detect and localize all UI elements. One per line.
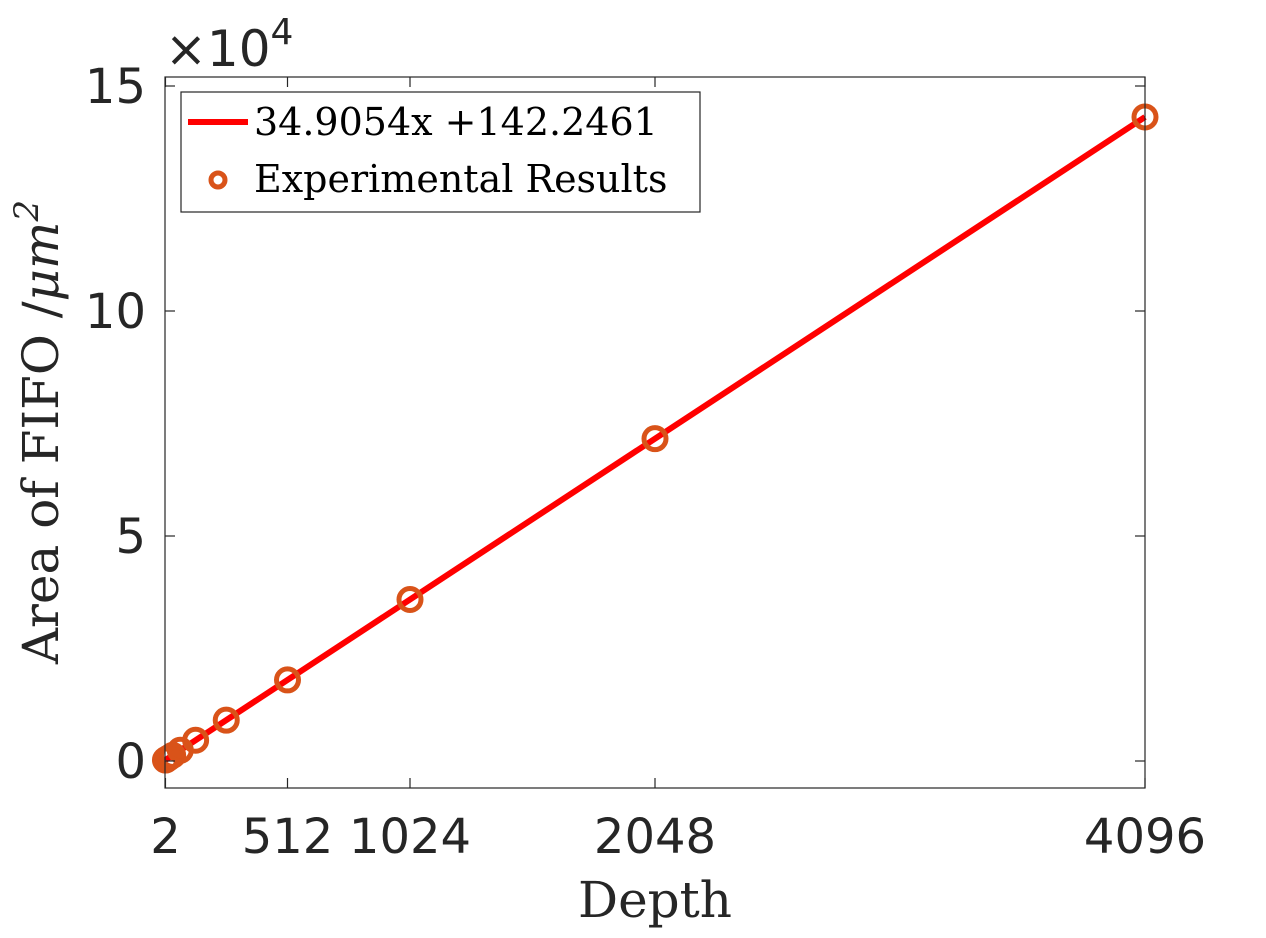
- y-axis-title: Area of FIFO /μm2: [7, 200, 70, 665]
- data-point: [182, 726, 210, 754]
- fit-line: [163, 114, 1147, 763]
- legend-label-fit: 34.9054x +142.2461: [254, 100, 658, 144]
- x-tick-label: 4096: [1084, 809, 1206, 865]
- x-tick-label: 1024: [349, 809, 471, 865]
- data-point: [396, 586, 424, 614]
- legend-label-experimental: Experimental Results: [254, 157, 667, 201]
- legend: 34.9054x +142.2461 Experimental Results: [180, 91, 701, 213]
- y-exponent-label: ×104: [165, 12, 293, 78]
- y-tick-label: 0: [115, 734, 146, 790]
- y-tick-label: 10: [85, 284, 146, 340]
- y-tick-label: 15: [85, 59, 146, 115]
- labels-layer: 2 512 1024 2048 4096 0 5 10 15: [85, 59, 1206, 865]
- data-point: [641, 425, 669, 453]
- y-tick-label: 5: [115, 509, 146, 565]
- data-point: [212, 706, 240, 734]
- ticks-layer: [164, 77, 1146, 788]
- legend-marker-swatch: [208, 170, 228, 190]
- x-axis-title: Depth: [578, 871, 732, 929]
- x-tick-label: 2048: [594, 809, 716, 865]
- x-tick-label: 2: [150, 809, 181, 865]
- x-tick-label: 512: [242, 809, 334, 865]
- legend-box: [180, 91, 701, 213]
- data-point: [274, 666, 301, 694]
